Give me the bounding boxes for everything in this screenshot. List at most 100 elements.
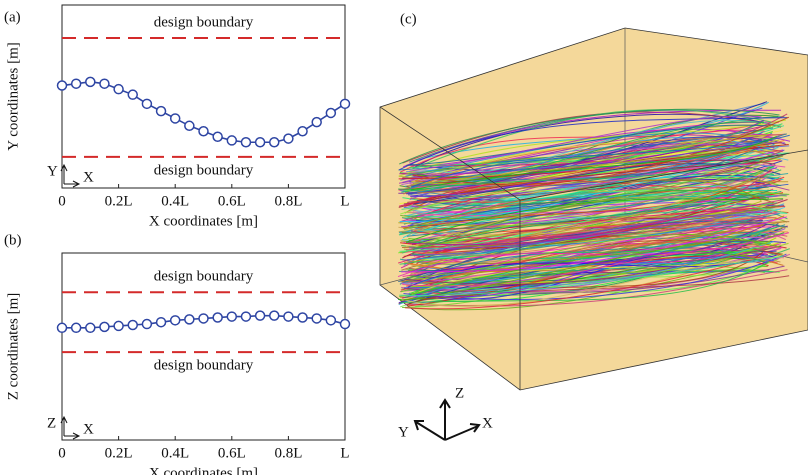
fiber <box>404 256 761 310</box>
fiber <box>409 228 786 298</box>
fiber <box>406 136 775 195</box>
marker <box>212 131 223 143</box>
fiber <box>404 242 789 280</box>
fibers <box>397 101 791 311</box>
fiber <box>400 261 770 304</box>
fiber <box>408 240 786 300</box>
fiber <box>411 149 784 214</box>
marker <box>254 310 266 321</box>
fiber <box>407 251 764 306</box>
marker <box>240 137 252 148</box>
arrow-head <box>413 420 424 431</box>
axis-name: Z <box>455 385 464 401</box>
fiber <box>409 115 762 172</box>
marker <box>127 89 138 100</box>
x-tick-label: 0.2L <box>105 445 133 461</box>
fiber <box>417 241 774 297</box>
marker <box>56 322 68 334</box>
fiber <box>398 119 786 177</box>
axis-arrow <box>415 421 446 441</box>
icon-head <box>60 163 68 172</box>
icon-head <box>72 432 81 440</box>
fiber <box>407 234 780 278</box>
icon-head <box>72 180 81 188</box>
fiber <box>417 146 761 207</box>
arrow-head <box>439 398 451 409</box>
fiber <box>404 265 785 294</box>
fiber <box>400 240 770 302</box>
marker <box>226 311 238 322</box>
fiber <box>405 198 784 243</box>
fiber <box>400 155 784 220</box>
marker <box>127 319 138 331</box>
fiber <box>411 179 789 210</box>
x-tick-label: 0 <box>58 193 66 209</box>
x-tick-label: 0.4L <box>161 445 189 461</box>
fiber <box>410 169 771 240</box>
marker <box>85 322 96 334</box>
marker <box>311 116 322 128</box>
plot-frame <box>61 252 346 441</box>
x-tick-label: 0.2L <box>105 193 133 209</box>
axis-arrow <box>444 425 479 441</box>
marker <box>99 321 110 333</box>
marker <box>311 313 322 324</box>
x-tick-label: 0.6L <box>218 193 246 209</box>
fiber <box>410 135 777 191</box>
marker <box>155 105 167 117</box>
marker <box>141 98 153 110</box>
fiber <box>416 251 768 298</box>
marker <box>283 311 294 322</box>
fiber <box>408 204 780 247</box>
fiber <box>404 176 781 233</box>
fiber <box>407 113 788 166</box>
boundary-label: design boundary <box>154 162 254 178</box>
icon-label: Z <box>47 415 56 431</box>
fiber <box>401 202 778 254</box>
x-tick-label: 0.8L <box>274 193 302 209</box>
marker <box>269 310 280 321</box>
fiber <box>399 117 788 171</box>
marker <box>297 312 308 323</box>
fiber <box>417 150 781 194</box>
panel-label: (b) <box>4 232 22 248</box>
fiber <box>401 152 790 193</box>
fiber <box>417 227 770 285</box>
fiber <box>399 123 762 173</box>
fiber <box>402 246 784 287</box>
y-axis-label: Y coordinates [m] <box>5 42 21 151</box>
fiber <box>401 256 784 307</box>
boundary-label: design boundary <box>154 14 254 30</box>
fiber <box>403 179 762 230</box>
axis-name: X <box>482 415 493 431</box>
x-tick-label: L <box>340 445 349 461</box>
icon-head <box>60 415 68 424</box>
x-tick-label: 0.4L <box>161 193 189 209</box>
fiber <box>416 170 774 217</box>
marker <box>155 316 167 328</box>
marker <box>113 320 124 332</box>
fiber <box>417 164 786 218</box>
icon-label: X <box>83 421 94 437</box>
x-tick-label: 0 <box>58 445 66 461</box>
fiber <box>406 124 769 166</box>
fiber <box>410 249 762 294</box>
fiber <box>399 255 783 296</box>
marker <box>198 126 209 137</box>
fiber <box>409 250 766 296</box>
panel-label: (c) <box>400 11 417 27</box>
y-axis-label: Z coordinates [m] <box>5 293 21 400</box>
marker <box>85 76 96 88</box>
fiber <box>404 245 782 285</box>
marker <box>297 126 308 137</box>
marker <box>240 311 252 322</box>
marker <box>113 83 124 95</box>
fiber <box>398 176 769 235</box>
fiber <box>406 151 782 192</box>
icon-label: X <box>83 169 94 185</box>
marker <box>184 120 195 132</box>
fiber-volume <box>379 27 808 391</box>
x-tick-label: L <box>340 193 349 209</box>
marker <box>141 318 153 330</box>
